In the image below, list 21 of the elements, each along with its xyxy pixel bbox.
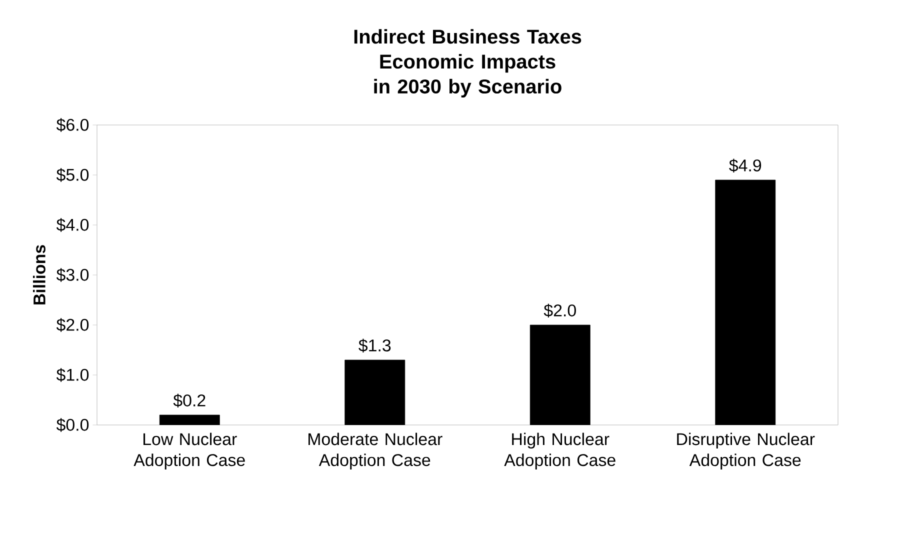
bar bbox=[530, 324, 590, 425]
y-tick-label: $4.0 bbox=[56, 218, 89, 232]
chart-title: Indirect Business Taxes Economic Impacts in 2030 by Scenario bbox=[354, 29, 582, 98]
x-tick-label: Moderate Nuclear Adoption Case bbox=[308, 432, 442, 470]
y-axis-title: Billions bbox=[33, 245, 46, 304]
y-tick-label: $1.0 bbox=[56, 368, 89, 382]
data-label: $2.0 bbox=[544, 304, 576, 318]
x-tick-label: Disruptive Nuclear Adoption Case bbox=[677, 432, 815, 470]
bar bbox=[344, 360, 406, 425]
bar bbox=[715, 180, 776, 425]
data-label: $4.9 bbox=[729, 158, 762, 172]
y-tick-label: $2.0 bbox=[56, 318, 89, 332]
y-tick-label: $6.0 bbox=[56, 118, 89, 132]
y-tick-label: $0.0 bbox=[56, 418, 89, 432]
bar bbox=[159, 414, 220, 425]
x-tick-label: Low Nuclear Adoption Case bbox=[134, 432, 245, 470]
y-tick-label: $5.0 bbox=[56, 168, 89, 182]
y-tick-label: $3.0 bbox=[56, 268, 89, 282]
x-tick-label: High Nuclear Adoption Case bbox=[504, 432, 616, 470]
data-label: $0.2 bbox=[173, 394, 206, 408]
data-label: $1.3 bbox=[358, 338, 391, 352]
